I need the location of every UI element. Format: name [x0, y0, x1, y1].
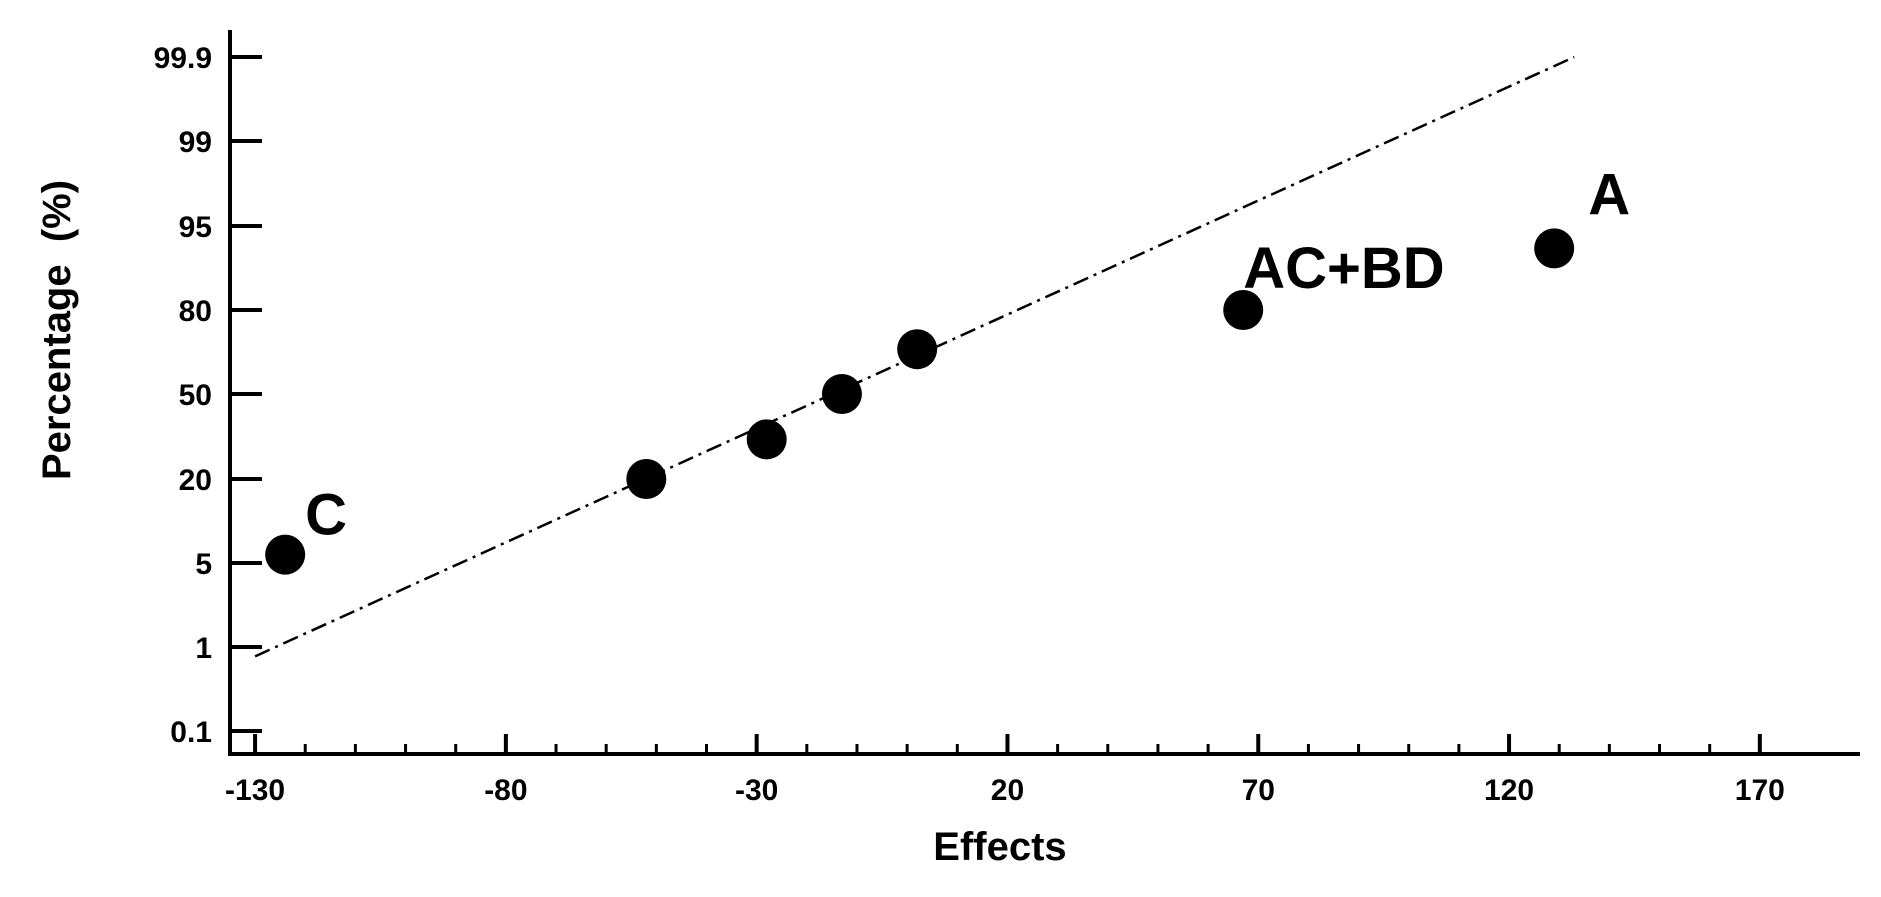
- data-point: [821, 374, 862, 414]
- y-tick-label: 1: [195, 632, 212, 665]
- data-point: [626, 459, 667, 499]
- x-tick-label: -80: [484, 774, 527, 807]
- y-tick-label: 99.9: [154, 42, 212, 75]
- data-point: [265, 534, 306, 575]
- data-point: [897, 329, 938, 370]
- y-tick-label: 5: [195, 548, 212, 581]
- x-tick-label: 120: [1484, 774, 1534, 807]
- x-tick-label: 20: [991, 774, 1024, 807]
- point-label: AC+BD: [1243, 236, 1444, 301]
- y-tick-label: 95: [179, 211, 212, 244]
- y-tick-label: 99: [179, 126, 212, 159]
- data-point: [1534, 228, 1575, 269]
- x-axis-title: Effects: [933, 825, 1066, 869]
- x-tick-label: 170: [1735, 774, 1785, 807]
- x-tick-label: -130: [225, 774, 285, 807]
- point-label: A: [1588, 162, 1630, 227]
- x-tick-label: 70: [1242, 774, 1275, 807]
- y-tick-label: 80: [179, 295, 212, 328]
- y-tick-label: 0.1: [170, 716, 212, 749]
- y-axis-title: Percentage (%): [35, 180, 79, 480]
- point-label: C: [305, 483, 347, 548]
- y-tick-label: 50: [179, 379, 212, 412]
- x-tick-label: -30: [735, 774, 778, 807]
- y-tick-label: 20: [179, 464, 212, 497]
- data-point: [1223, 290, 1264, 330]
- data-point: [746, 419, 787, 460]
